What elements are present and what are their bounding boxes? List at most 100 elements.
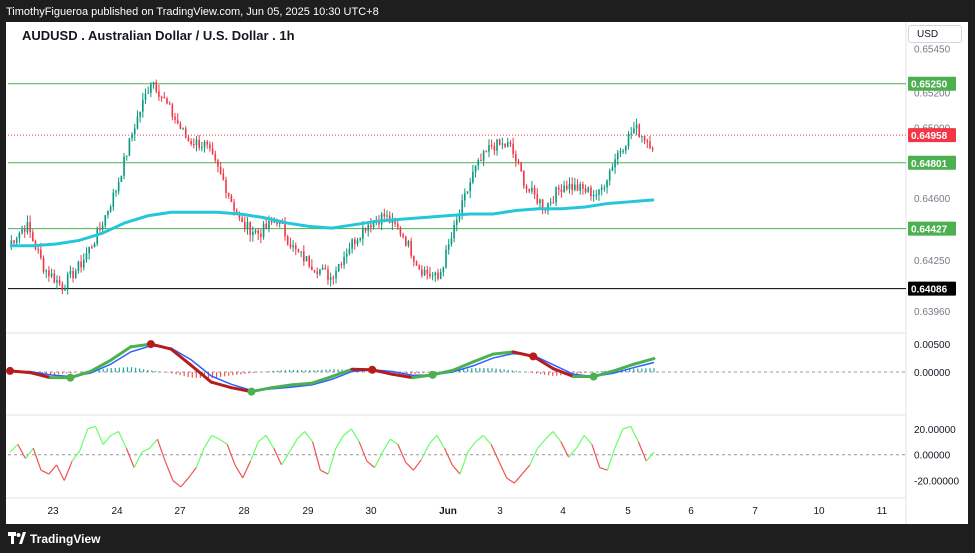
- cross-marker: [428, 370, 437, 379]
- candle-body: [560, 189, 563, 193]
- candle-body: [319, 269, 321, 275]
- price-label-bg: [908, 128, 956, 143]
- candle-body: [638, 124, 641, 137]
- oscillator-segment: [475, 434, 484, 443]
- candle-body: [10, 240, 13, 245]
- candle-body: [120, 176, 123, 182]
- oscillator-segment: [521, 464, 531, 475]
- candle-body: [426, 270, 429, 274]
- candle-body: [289, 244, 292, 248]
- oscillator-segment: [304, 431, 314, 443]
- candle-body: [209, 144, 211, 149]
- oscillator-segment: [211, 434, 220, 440]
- oscillator-segment: [366, 460, 376, 469]
- moving-average-line: [10, 198, 655, 248]
- candle-body: [574, 184, 576, 191]
- candle-body: [351, 239, 353, 249]
- y-tick-label: 0.65450: [914, 44, 951, 55]
- x-tick-label: 6: [688, 506, 694, 517]
- candle-body: [431, 275, 434, 277]
- candle-body: [378, 220, 380, 225]
- candle-body: [329, 277, 332, 280]
- candle-body: [176, 119, 179, 124]
- candle-body: [174, 116, 176, 120]
- price-label-bg: [908, 281, 956, 296]
- candle-body: [187, 137, 190, 142]
- oscillator-segment: [273, 448, 283, 466]
- oscillator-segment: [133, 451, 143, 468]
- currency-button[interactable]: USD: [908, 25, 962, 43]
- candle-body: [284, 223, 286, 237]
- fast-line-segment: [451, 360, 475, 372]
- candle-body: [464, 193, 466, 201]
- candle-body: [142, 99, 144, 112]
- candle-body: [262, 223, 265, 238]
- chart-svg[interactable]: 0.654500.652000.650000.646000.642500.639…: [6, 22, 968, 524]
- candle-body: [112, 192, 115, 207]
- published-text: TimothyFigueroa published on TradingView…: [6, 6, 379, 18]
- oscillator-segment: [25, 447, 34, 459]
- oscillator-segment: [257, 434, 267, 443]
- fast-line-segment: [310, 375, 334, 385]
- candle-body: [254, 230, 257, 233]
- candle-body: [493, 146, 496, 151]
- candle-body: [515, 154, 517, 162]
- cross-marker: [529, 352, 538, 361]
- oscillator-segment: [320, 469, 329, 475]
- candle-body: [472, 171, 474, 183]
- candle-body: [442, 267, 445, 272]
- candle-body: [182, 128, 184, 130]
- candle-body: [633, 128, 635, 134]
- candle-body: [523, 171, 525, 187]
- candle-body: [649, 141, 651, 149]
- candle-body: [600, 187, 603, 190]
- candle-body: [630, 133, 632, 135]
- candle-body: [219, 166, 222, 174]
- oscillator-segment: [498, 460, 508, 479]
- oscillator-segment: [405, 462, 414, 471]
- candle-body: [335, 271, 337, 279]
- candle-body: [619, 150, 622, 153]
- candle-body: [303, 251, 305, 262]
- candle-body: [606, 180, 608, 188]
- candle-body: [635, 124, 638, 129]
- price-label-bg: [908, 155, 956, 170]
- candle-body: [474, 165, 477, 172]
- oscillator-segment: [381, 438, 391, 453]
- candle-body: [429, 273, 431, 276]
- candle-body: [340, 264, 343, 266]
- candle-body: [45, 270, 48, 272]
- candle-body: [163, 96, 166, 99]
- candle-body: [107, 211, 109, 216]
- candle-body: [590, 187, 592, 197]
- cross-marker: [247, 387, 256, 396]
- candle-body: [356, 240, 359, 244]
- candle-body: [42, 257, 45, 272]
- candle-body: [482, 151, 485, 161]
- candle-body: [445, 249, 447, 268]
- candle-body: [61, 283, 64, 291]
- candle-body: [525, 186, 528, 189]
- oscillator-segment: [288, 438, 298, 453]
- price-label-group: 0.65250: [908, 76, 956, 91]
- oscillator-segment: [180, 477, 189, 488]
- oscillator-segment: [195, 448, 205, 468]
- candle-body: [313, 270, 316, 272]
- candle-body: [233, 202, 235, 211]
- candle-body: [321, 267, 324, 270]
- candle-body: [23, 229, 26, 232]
- oscillator-segment: [506, 477, 515, 484]
- oscillator-segment: [591, 444, 601, 468]
- y-tick-label: 20.00000: [914, 425, 956, 436]
- candle-body: [294, 245, 297, 250]
- candle-body: [26, 222, 29, 232]
- candle-body: [32, 232, 34, 242]
- oscillator-segment: [265, 435, 275, 449]
- candle-body: [418, 265, 421, 270]
- candle-body: [466, 191, 469, 194]
- candle-body: [549, 202, 552, 204]
- candle-body: [541, 199, 544, 209]
- candle-body: [568, 183, 571, 190]
- oscillator-segment: [327, 448, 337, 475]
- x-tick-label: 7: [752, 506, 758, 517]
